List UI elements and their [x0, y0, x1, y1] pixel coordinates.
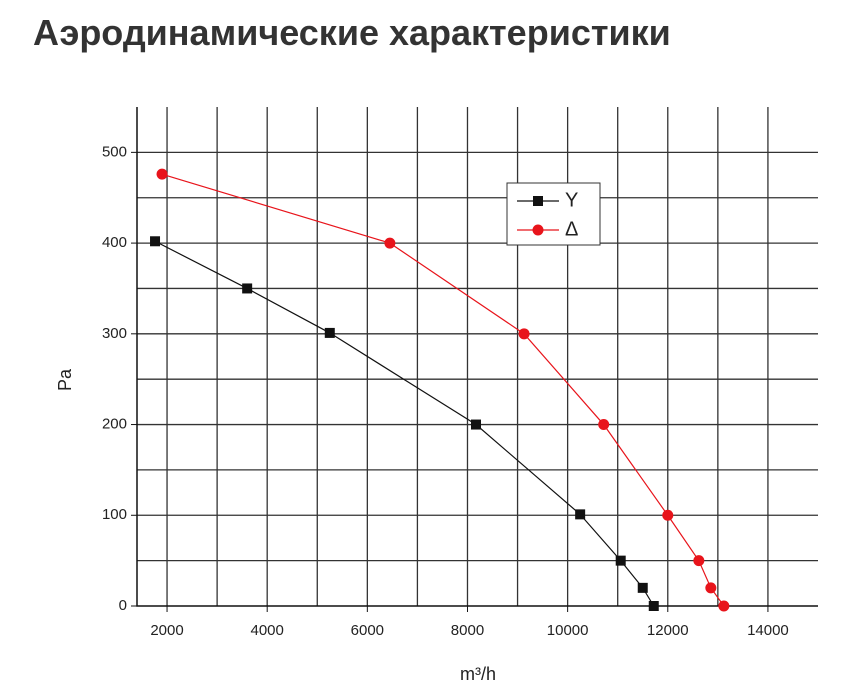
marker	[518, 328, 530, 340]
marker	[156, 168, 168, 180]
series-line	[154, 240, 655, 607]
marker	[705, 582, 717, 594]
y-tick-label: 0	[119, 597, 127, 614]
x-tick-label: 12000	[647, 622, 689, 639]
marker	[324, 327, 335, 338]
legend-label: Y	[565, 189, 578, 211]
marker	[150, 236, 161, 247]
marker	[384, 237, 396, 249]
marker	[693, 555, 705, 567]
y-tick-label: 400	[102, 234, 127, 251]
y-tick-label: 200	[102, 416, 127, 433]
y-axis-label: Pa	[55, 368, 75, 391]
legend-box	[506, 182, 601, 246]
y-tick-label: 500	[102, 143, 127, 160]
axis-frame	[136, 107, 818, 607]
x-tick-label: 14000	[747, 622, 789, 639]
y-tick-label: 300	[102, 325, 127, 342]
page-title: Аэродинамические характеристики	[33, 12, 671, 53]
marker	[637, 582, 648, 593]
x-tick-label: 10000	[547, 622, 589, 639]
x-axis-label: m³/h	[460, 664, 496, 684]
series-line	[161, 173, 725, 607]
legend-marker	[532, 224, 544, 236]
marker	[648, 601, 659, 611]
x-tick-label: 4000	[251, 622, 284, 639]
marker	[598, 419, 610, 431]
marker	[470, 419, 481, 430]
marker	[718, 600, 730, 612]
x-tick-label: 8000	[451, 622, 484, 639]
marker	[615, 555, 626, 566]
marker	[575, 509, 586, 520]
y-tick-label: 100	[102, 506, 127, 523]
x-tick-label: 6000	[351, 622, 384, 639]
legend-marker	[533, 196, 543, 206]
x-tick-label: 2000	[150, 622, 183, 639]
legend-label: Δ	[565, 218, 578, 240]
marker	[242, 283, 253, 294]
marker	[662, 509, 674, 521]
